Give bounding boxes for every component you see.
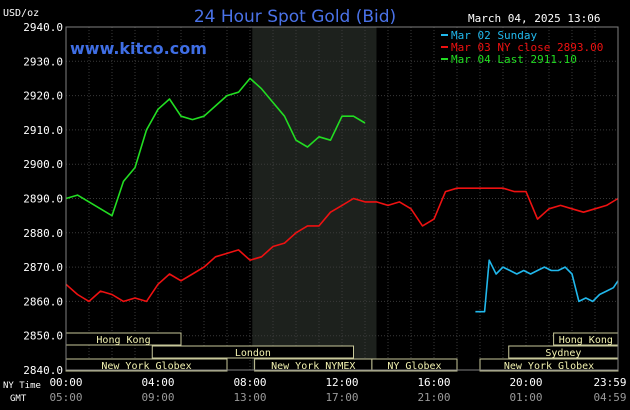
x-tick-label-gmt: 13:00 [233,391,266,404]
x-tick-label-gmt: 09:00 [141,391,174,404]
plot-frame [65,26,619,371]
x-tick-label-ny: 12:00 [325,376,358,389]
market-session-label: Hong Kong [559,335,613,346]
chart-title: 24 Hour Spot Gold (Bid) [194,7,396,27]
market-session-label: New York Globex [504,361,594,372]
legend-entry: Mar 02 Sunday [451,29,537,42]
ny-time-row-label: NY Time [3,381,41,391]
x-tick-label-ny: 16:00 [417,376,450,389]
y-tick-label: 2900.0 [23,158,63,171]
market-session-label: New York Globex [101,361,191,372]
y-tick-label: 2840.0 [23,364,63,377]
y-tick-label: 2870.0 [23,261,63,274]
y-tick-label: 2930.0 [23,55,63,68]
x-tick-label-ny: 08:00 [233,376,266,389]
timestamp: March 04, 2025 13:06 [468,12,600,25]
x-tick-label-ny: 04:00 [141,376,174,389]
market-session-bar [151,345,354,359]
market-session-label: NY Globex [387,361,441,372]
legend-entry: Mar 03 NY close 2893.00 [451,41,603,54]
y-tick-label: 2920.0 [23,90,63,103]
market-session-label: Hong Kong [96,335,150,346]
x-tick-label-gmt: 21:00 [417,391,450,404]
market-session-label: Sydney [545,348,581,359]
series-line [65,77,366,217]
y-tick-label: 2860.0 [23,295,63,308]
watermark: www.kitco.com [70,39,207,58]
x-tick-label-ny: 00:00 [49,376,82,389]
legend-entry: Mar 04 Last 2911.10 [451,53,577,66]
unit-label: USD/oz [3,8,39,19]
y-tick-label: 2850.0 [23,330,63,343]
gmt-row-label: GMT [10,394,27,404]
x-tick-label-gmt: 05:00 [49,391,82,404]
market-session-label: London [235,348,271,359]
x-tick-label-gmt: 17:00 [325,391,358,404]
y-tick-label: 2890.0 [23,193,63,206]
market-session-bar [371,358,458,372]
y-tick-label: 2880.0 [23,227,63,240]
price-series-lines [65,77,619,313]
x-tick-label-ny: 20:00 [509,376,542,389]
y-tick-label: 2940.0 [23,21,63,34]
y-tick-label: 2910.0 [23,124,63,137]
market-session-label: New York NYMEX [271,361,355,372]
x-tick-label-gmt: 04:59 [593,391,626,404]
series-line [475,259,619,313]
x-tick-label-ny: 23:59 [593,376,626,389]
series-line [65,187,619,303]
grid-lines [66,26,618,371]
market-session-bars: Hong Kong Hong Kong London Sydney New York G… [65,332,619,372]
x-axis-tick-labels: 00:00 05:00 04:00 09:00 08:00 13:00 12:00 17:00… [49,376,626,404]
x-tick-label-gmt: 01:00 [509,391,542,404]
y-axis-tick-labels: 2940.0 2930.0 2920.0 2910.0 2900.0 2890.0 2880… [23,21,63,377]
